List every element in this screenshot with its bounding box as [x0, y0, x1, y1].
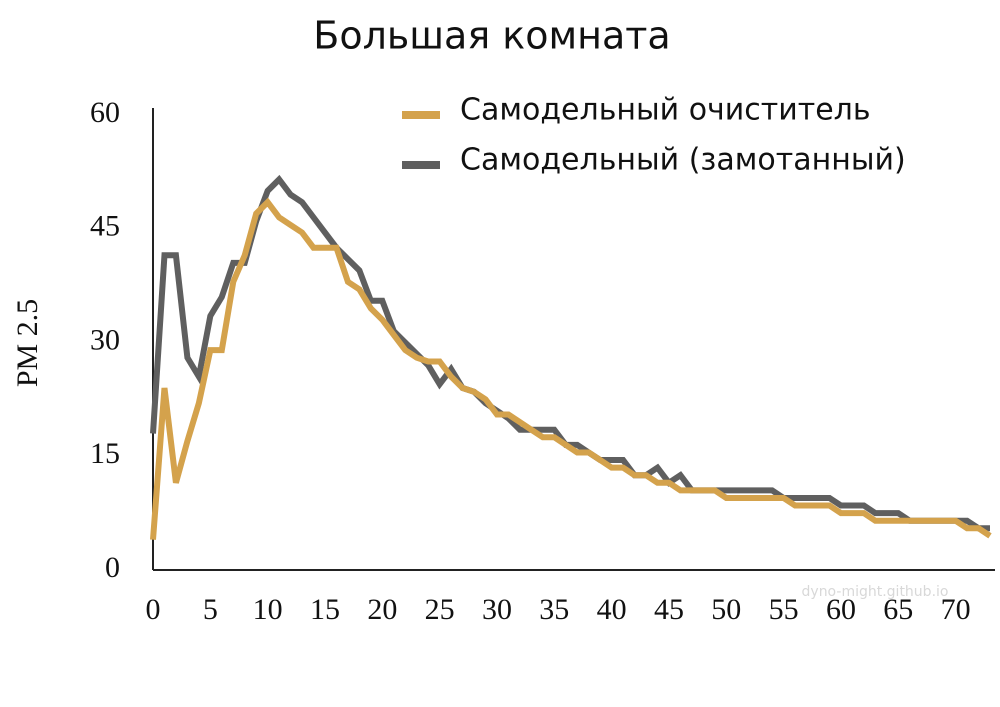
data-line	[150, 197, 992, 540]
x-tick-label: 45	[654, 593, 684, 626]
data-line	[150, 174, 990, 532]
x-tick-label: 20	[367, 593, 397, 626]
watermark: dyno-might.github.io	[802, 584, 949, 600]
legend-label: Самодельный очиститель	[460, 93, 871, 128]
x-tick-label: 50	[711, 593, 741, 626]
y-tick-label: 0	[105, 551, 120, 584]
x-tick-label: 15	[310, 593, 340, 626]
y-axis-label: PM 2.5	[11, 299, 44, 387]
x-tick-label: 35	[539, 593, 569, 626]
y-tick-label: 30	[90, 323, 120, 356]
y-tick-label: 45	[90, 210, 120, 243]
x-tick-label: 0	[146, 593, 161, 626]
x-tick-label: 40	[597, 593, 627, 626]
x-tick-label: 70	[941, 593, 971, 626]
y-tick-label: 60	[90, 96, 120, 129]
x-tick-label: 5	[203, 593, 218, 626]
x-tick-label: 30	[482, 593, 512, 626]
y-tick-label: 15	[90, 437, 120, 470]
x-tick-label: 25	[425, 593, 455, 626]
x-tick-label: 60	[826, 593, 856, 626]
legend-label: Самодельный (замотанный)	[460, 143, 906, 178]
x-tick-label: 10	[253, 593, 283, 626]
chart-title: Большая комната	[313, 14, 670, 58]
x-tick-label: 65	[883, 593, 913, 626]
x-tick-label: 55	[769, 593, 799, 626]
